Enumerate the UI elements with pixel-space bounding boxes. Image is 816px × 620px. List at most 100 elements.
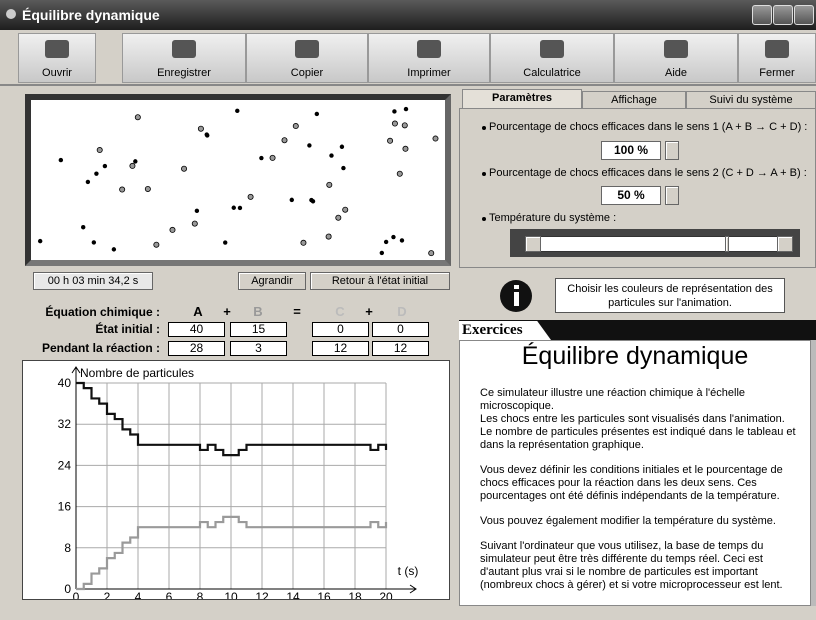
sens1-input[interactable]: 100 %: [601, 141, 661, 160]
toolbar-label: Calculatrice: [523, 67, 581, 79]
maximize-button[interactable]: [773, 5, 793, 25]
tab-tracking[interactable]: Suivi du système: [686, 91, 816, 108]
particle: [58, 157, 64, 163]
particle: [269, 154, 276, 161]
window-title: Équilibre dynamique: [22, 7, 160, 23]
particle: [432, 135, 439, 142]
toolbar-button[interactable]: Imprimer: [368, 33, 490, 83]
y-axis: [71, 366, 81, 589]
minimize-button[interactable]: [752, 5, 772, 25]
particle: [402, 145, 409, 152]
y-axis-label: Nombre de particules: [80, 366, 194, 380]
spin-button[interactable]: [665, 141, 679, 160]
toolbar-button[interactable]: Enregistrer: [122, 33, 246, 83]
particle: [329, 153, 334, 158]
particle: [205, 133, 210, 138]
toolbar-button[interactable]: Aide: [614, 33, 738, 83]
reset-button[interactable]: Retour à l'état initial: [310, 272, 450, 290]
particle: [134, 114, 141, 121]
slider-left[interactable]: [525, 236, 541, 252]
toolbar-icon: [765, 40, 789, 58]
particle: [391, 234, 396, 240]
tab-parameters[interactable]: Paramètres: [462, 89, 582, 109]
x-axis: [76, 584, 417, 594]
particle: [379, 250, 385, 256]
particle: [144, 185, 151, 192]
particle: [237, 205, 243, 211]
particle: [342, 206, 349, 213]
x-tick-label: 0: [73, 590, 80, 599]
particle: [392, 109, 397, 114]
particle: [399, 238, 405, 243]
particle: [181, 165, 188, 172]
enlarge-button[interactable]: Agrandir: [238, 272, 306, 290]
temperature-slider[interactable]: [525, 236, 793, 252]
value-cell: 12: [372, 341, 429, 356]
particle: [231, 205, 236, 210]
paragraph: Ce simulateur illustre une réaction chim…: [480, 387, 796, 451]
toolbar-button[interactable]: Copier: [246, 33, 368, 83]
timer: 00 h 03 min 34,2 s: [33, 272, 153, 290]
toolbar-label: Ouvrir: [42, 67, 72, 79]
toolbar-icon: [417, 40, 441, 58]
y-tick-label: 8: [64, 541, 71, 555]
particle: [314, 111, 320, 117]
slider-right[interactable]: [777, 236, 793, 252]
particle: [281, 137, 288, 144]
particle: [129, 162, 136, 169]
slider-thumb[interactable]: [725, 236, 729, 252]
operator: =: [293, 304, 301, 319]
species-d: D: [397, 304, 407, 319]
exercises-bar: [459, 320, 816, 340]
toolbar-button[interactable]: Fermer: [738, 33, 816, 83]
value-cell: 12: [312, 341, 369, 356]
temperature-label: Température du système :: [489, 212, 617, 224]
row-label: Pendant la réaction :: [41, 341, 160, 355]
spin-button[interactable]: [665, 186, 679, 205]
particle: [292, 123, 299, 130]
y-tick-label: 32: [58, 417, 72, 431]
particle: [37, 238, 43, 244]
particle: [403, 106, 409, 112]
particle: [91, 240, 97, 245]
info-box[interactable]: Choisir les couleurs de représentation d…: [555, 278, 785, 313]
toolbar-button[interactable]: Calculatrice: [490, 33, 614, 83]
scrollbar[interactable]: [811, 340, 816, 606]
y-tick-label: 16: [58, 500, 72, 514]
particle: [191, 220, 198, 227]
x-tick-label: 2: [104, 590, 111, 599]
bullet: [482, 172, 486, 176]
exercises-content: Équilibre dynamique Ce simulateur illust…: [459, 340, 811, 606]
particle: [102, 163, 108, 169]
toolbar-label: Copier: [290, 67, 324, 79]
info-icon-bar: [514, 292, 519, 306]
particle: [325, 233, 332, 240]
toolbar-button[interactable]: Ouvrir: [18, 33, 96, 83]
particle: [428, 250, 435, 257]
exercises-tab[interactable]: Exercices: [459, 321, 551, 340]
particle: [401, 122, 408, 129]
particle-canvas: [37, 106, 439, 257]
particle: [81, 225, 86, 230]
y-tick-label: 0: [64, 582, 71, 596]
toolbar-icon: [45, 40, 69, 58]
sens2-input[interactable]: 50 %: [601, 186, 661, 205]
app-icon: [6, 9, 16, 19]
particle: [341, 165, 346, 171]
exercises-heading: Équilibre dynamique: [521, 342, 749, 370]
bullet: [482, 126, 486, 130]
sens2-label: Pourcentage de chocs efficaces dans le s…: [489, 167, 807, 179]
tab-display[interactable]: Affichage: [582, 91, 686, 108]
particle: [300, 239, 307, 246]
operator: +: [365, 304, 373, 319]
particle: [383, 239, 389, 245]
particle: [387, 137, 394, 144]
x-tick-label: 10: [224, 590, 238, 599]
close-button[interactable]: [794, 5, 814, 25]
sens1-label: Pourcentage de chocs efficaces dans le s…: [489, 121, 808, 133]
toolbar-label: Enregistrer: [157, 67, 211, 79]
info-icon-dot: [514, 285, 519, 289]
x-tick-label: 14: [286, 590, 300, 599]
value-cell: 3: [230, 341, 287, 356]
